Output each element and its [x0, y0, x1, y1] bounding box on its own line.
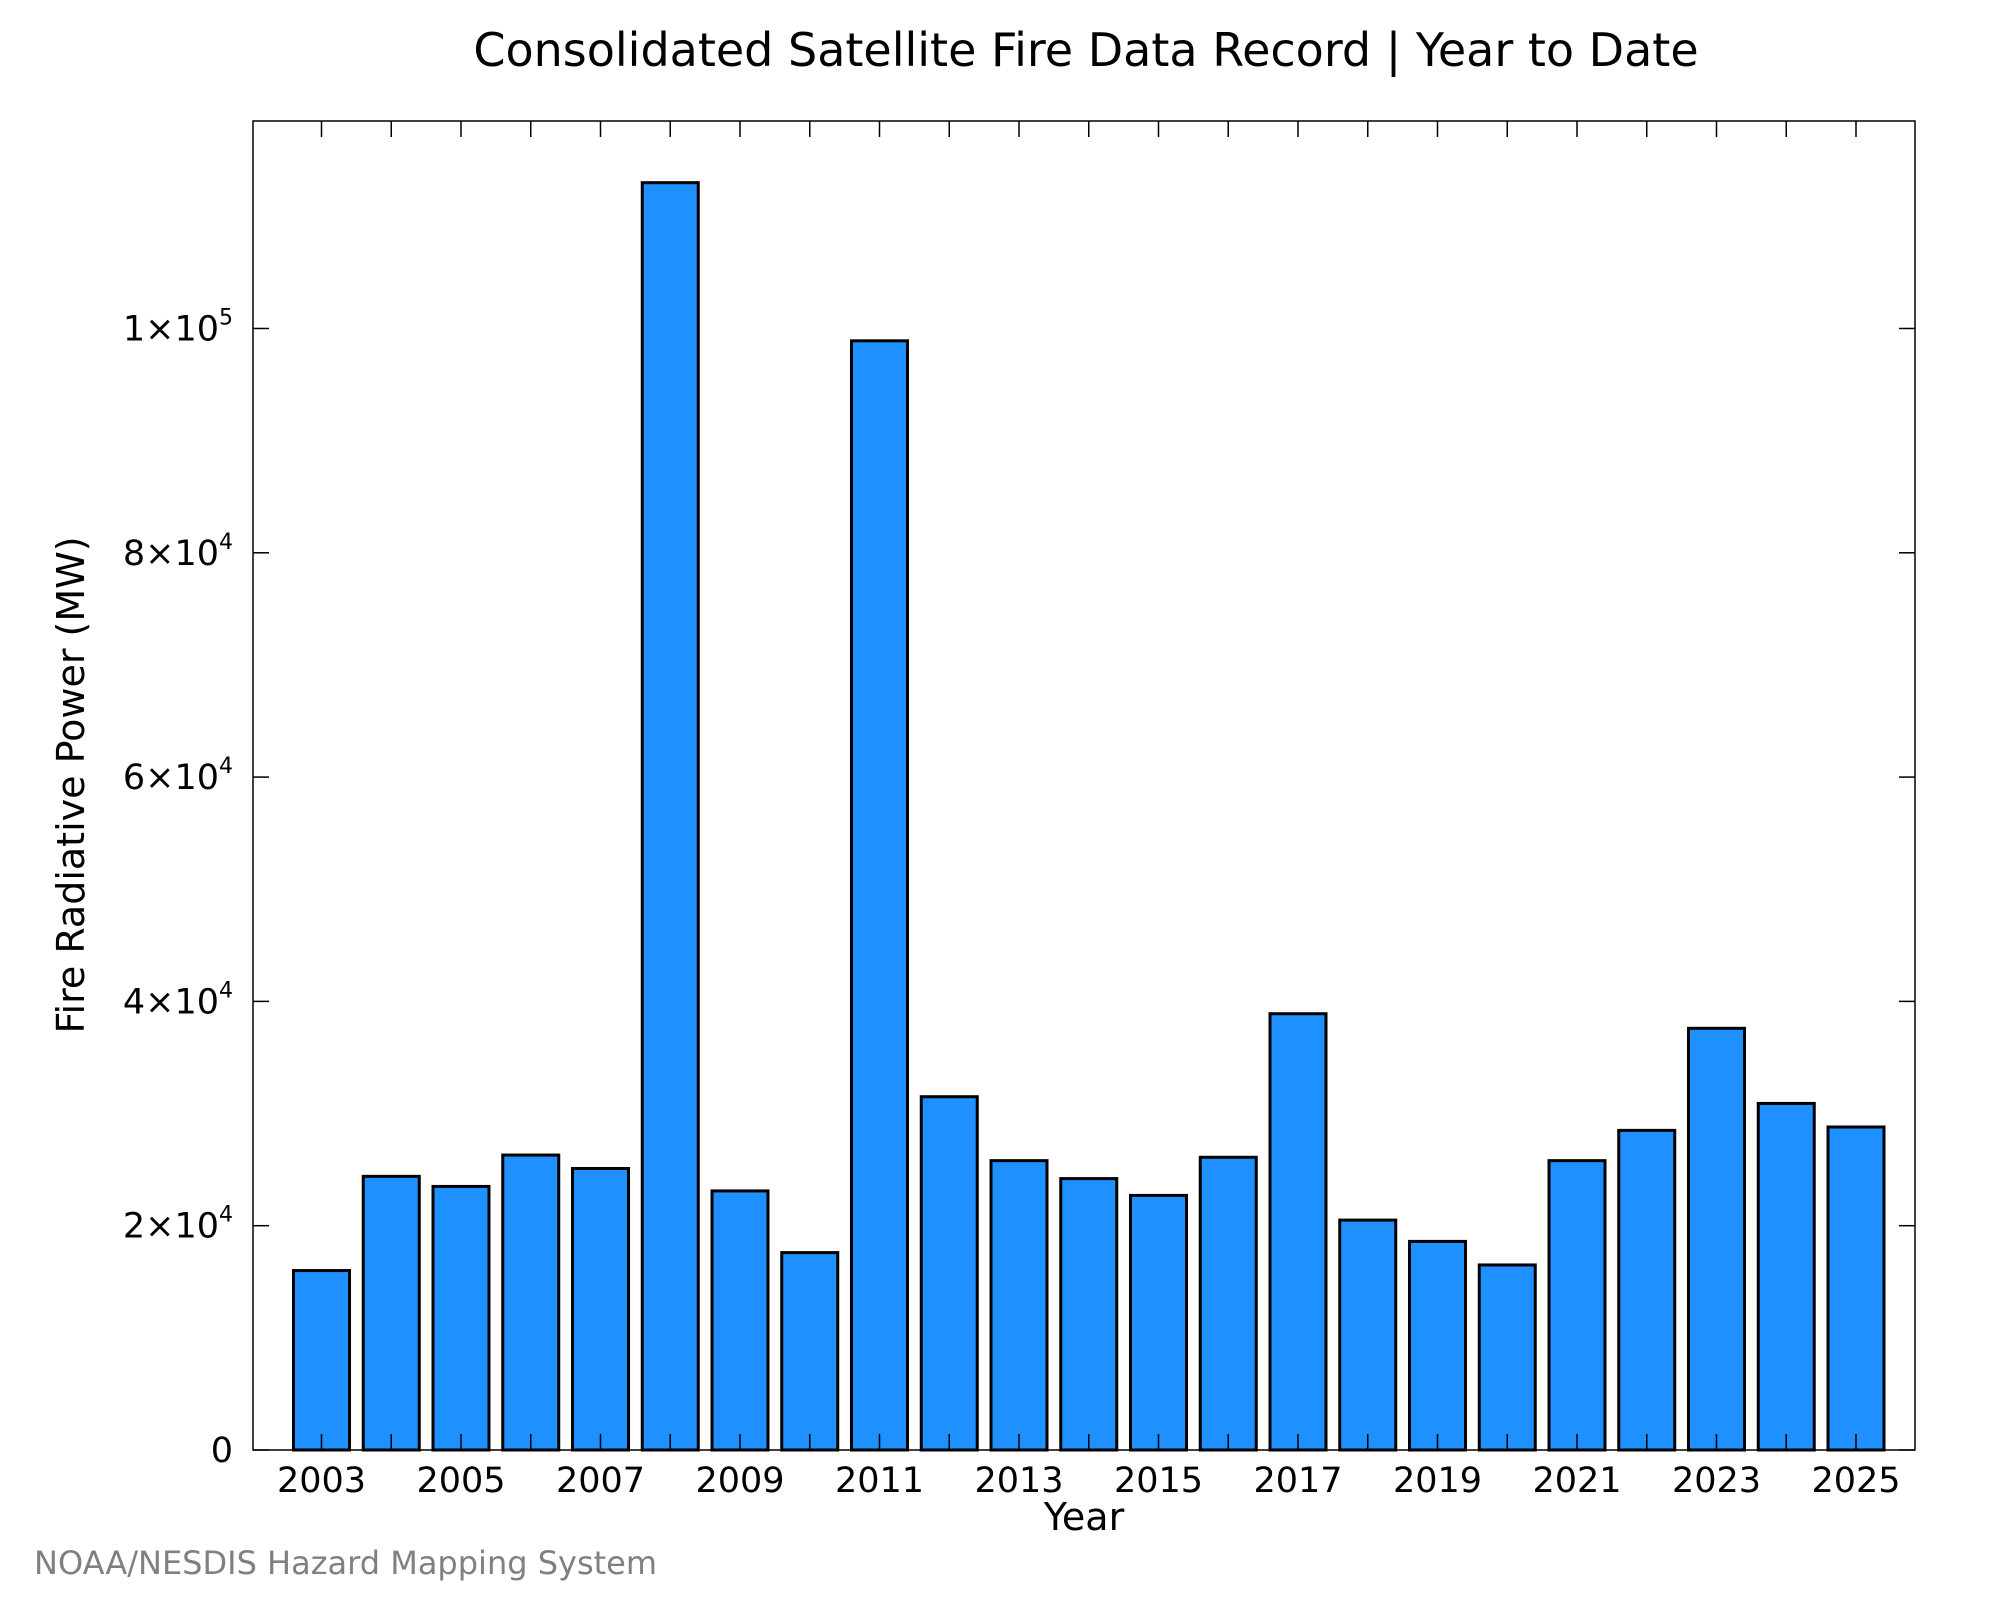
bar-2019	[1408, 1239, 1467, 1452]
x-tick-label-2017: 2017	[1253, 1461, 1342, 1501]
bar-2024	[1756, 1101, 1816, 1452]
bar-2021	[1547, 1159, 1607, 1452]
plot-area-frame	[252, 120, 1916, 1451]
bar-2017	[1268, 1012, 1328, 1452]
x-tick-label-2021: 2021	[1532, 1461, 1621, 1501]
bar-2006	[501, 1153, 561, 1452]
chart-title: Consolidated Satellite Fire Data Record …	[473, 23, 1698, 78]
y-axis-title: Fire Radiative Power (MW)	[49, 536, 93, 1033]
bar-2015	[1129, 1193, 1188, 1452]
y-tick-label-80000: 8×104	[123, 530, 233, 574]
y-axis-tick-labels: 0 2×104 4×104 6×104 8×104 1×105	[123, 305, 233, 1471]
x-axis-title: Year	[1043, 1495, 1125, 1539]
y-tick-label-100000: 1×105	[123, 305, 233, 349]
y-tick-label-20000: 2×104	[123, 1203, 233, 1247]
x-tick-label-2007: 2007	[556, 1461, 645, 1501]
bar-2020	[1477, 1263, 1537, 1452]
x-tick-label-2019: 2019	[1393, 1461, 1482, 1501]
bar-2023	[1687, 1026, 1746, 1452]
x-axis-tick-labels: 2003 2005 2007 2009 2011 2013 2015 2017 2019 2021…	[277, 1461, 1901, 1501]
bar-2011	[850, 339, 909, 1452]
bar-2022	[1617, 1128, 1677, 1452]
bar-2016	[1198, 1155, 1258, 1452]
bars-group	[292, 181, 1886, 1452]
y-tick-label-40000: 4×104	[123, 978, 233, 1022]
bar-2005	[431, 1184, 491, 1452]
axis-ticks	[253, 121, 1915, 1451]
x-tick-label-2013: 2013	[974, 1461, 1063, 1501]
x-tick-label-2011: 2011	[835, 1461, 924, 1501]
x-tick-label-2025: 2025	[1811, 1461, 1900, 1501]
bar-2003	[292, 1269, 351, 1452]
y-tick-label-0: 0	[211, 1431, 233, 1471]
source-credit: NOAA/NESDIS Hazard Mapping System	[34, 1544, 657, 1582]
bar-2014	[1059, 1177, 1119, 1452]
bar-2012	[919, 1095, 979, 1452]
bar-2018	[1338, 1218, 1398, 1452]
x-tick-label-2009: 2009	[695, 1461, 784, 1501]
bar-2007	[571, 1167, 630, 1452]
y-tick-label-60000: 6×104	[123, 754, 233, 798]
x-tick-label-2023: 2023	[1672, 1461, 1761, 1501]
bar-2025	[1826, 1125, 1886, 1452]
x-tick-label-2015: 2015	[1114, 1461, 1203, 1501]
bar-2009	[710, 1189, 770, 1452]
bar-2010	[780, 1251, 840, 1452]
x-tick-label-2005: 2005	[416, 1461, 505, 1501]
bar-2008	[640, 181, 700, 1452]
x-tick-label-2003: 2003	[277, 1461, 366, 1501]
bar-2004	[361, 1174, 421, 1452]
bar-2013	[989, 1159, 1049, 1452]
